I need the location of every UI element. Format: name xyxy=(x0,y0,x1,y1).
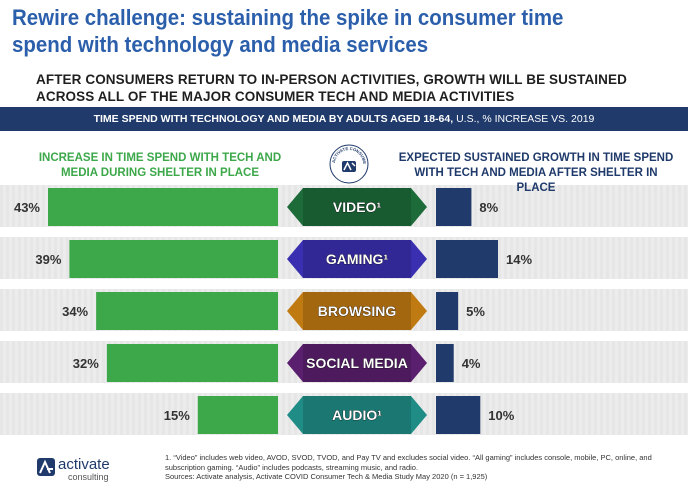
row-band xyxy=(0,289,688,331)
banner-rest: U.S., % INCREASE VS. 2019 xyxy=(453,113,595,125)
activate-logo: activate consulting xyxy=(36,456,146,488)
page-title: Rewire challenge: sustaining the spike i… xyxy=(12,5,564,57)
right-column-title: EXPECTED SUSTAINED GROWTH IN TIME SPEND … xyxy=(398,152,674,194)
row-band xyxy=(0,341,688,383)
chart-banner: TIME SPEND WITH TECHNOLOGY AND MEDIA BY … xyxy=(0,107,688,131)
insight-badge-icon: ACTIVATE CONSUMER INSIGHT xyxy=(328,143,369,184)
sources-text: Sources: Activate analysis, Activate COV… xyxy=(165,472,488,481)
page-subtitle: AFTER CONSUMERS RETURN TO IN-PERSON ACTI… xyxy=(36,72,627,104)
logo-icon xyxy=(37,458,55,476)
banner-bold: TIME SPEND WITH TECHNOLOGY AND MEDIA BY … xyxy=(93,113,454,125)
footnote-text: 1. “Video” includes web video, AVOD, SVO… xyxy=(165,453,652,472)
logo-name: activate xyxy=(58,456,110,473)
logo-sub: consulting xyxy=(68,472,109,482)
footnote: 1. “Video” includes web video, AVOD, SVO… xyxy=(165,453,675,482)
left-column-title: INCREASE IN TIME SPEND WITH TECH AND MED… xyxy=(38,152,282,179)
row-band xyxy=(0,393,688,435)
row-band xyxy=(0,237,688,279)
